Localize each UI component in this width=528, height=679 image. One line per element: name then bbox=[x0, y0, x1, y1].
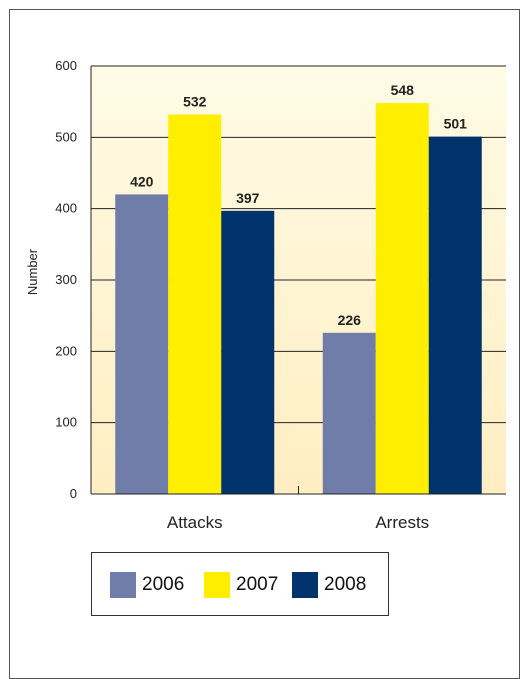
value-label-attacks-2006: 420 bbox=[130, 173, 154, 189]
value-label-attacks-2008: 397 bbox=[236, 190, 260, 206]
value-label-arrests-2008: 501 bbox=[444, 116, 468, 132]
value-label-arrests-2006: 226 bbox=[338, 312, 362, 328]
y-tick-label-100: 100 bbox=[55, 415, 77, 430]
bar-attacks-2006 bbox=[115, 194, 169, 494]
y-tick-label-600: 600 bbox=[55, 58, 77, 73]
x-category-label-arrests: Arrests bbox=[375, 513, 429, 532]
legend-item-2008: 2008 bbox=[292, 571, 366, 599]
legend-label-2006: 2006 bbox=[142, 574, 185, 595]
legend-label-2008: 2008 bbox=[324, 574, 367, 595]
bar-arrests-2007 bbox=[375, 103, 429, 495]
legend-swatch-2007 bbox=[204, 572, 230, 598]
bar-arrests-2006 bbox=[322, 332, 376, 494]
axes bbox=[90, 66, 506, 495]
legend-item-2006: 2006 bbox=[110, 571, 184, 599]
y-tick-label-0: 0 bbox=[70, 486, 77, 501]
x-category-label-attacks: Attacks bbox=[167, 513, 223, 532]
bar-arrests-2008 bbox=[428, 136, 482, 494]
bars bbox=[115, 103, 482, 495]
legend-item-2007: 2007 bbox=[204, 571, 278, 599]
y-axis-label: Number bbox=[25, 248, 40, 295]
bar-attacks-2007 bbox=[168, 114, 222, 495]
legend-label-2007: 2007 bbox=[236, 574, 279, 595]
y-tick-label-400: 400 bbox=[55, 201, 77, 216]
legend-swatch-2008 bbox=[292, 572, 318, 598]
value-label-attacks-2007: 532 bbox=[183, 94, 207, 110]
labels: 0 100 200 300 400 500 600 420 532 397 Attacks 226 54… bbox=[55, 58, 467, 532]
legend-swatch-2006 bbox=[110, 572, 136, 598]
bar-attacks-2008 bbox=[221, 210, 275, 494]
y-tick-label-500: 500 bbox=[55, 129, 77, 144]
value-label-arrests-2007: 548 bbox=[391, 82, 415, 98]
y-tick-label-300: 300 bbox=[55, 272, 77, 287]
y-tick-label-200: 200 bbox=[55, 343, 77, 358]
legend: 2006 2007 2008 bbox=[91, 552, 389, 616]
bar-chart: 0 100 200 300 400 500 600 420 532 397 Attacks 226 54… bbox=[25, 58, 506, 532]
